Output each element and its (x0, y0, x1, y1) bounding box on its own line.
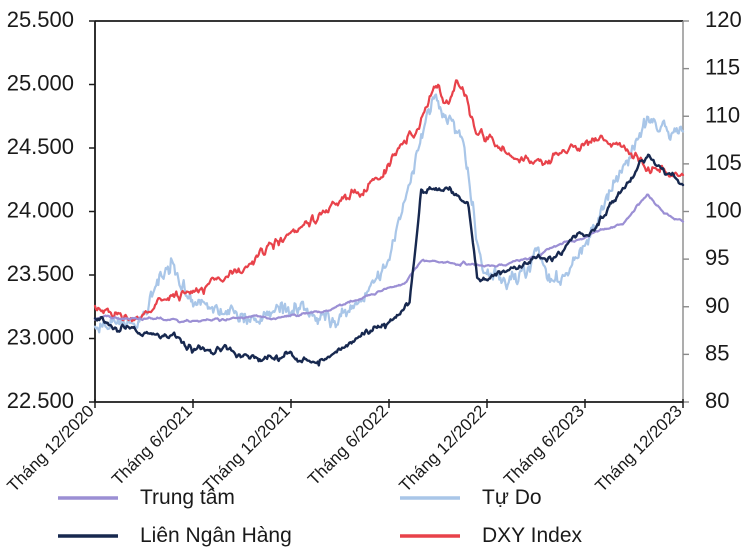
svg-text:Tháng 12/2021: Tháng 12/2021 (200, 401, 294, 495)
svg-text:Tháng 6/2022: Tháng 6/2022 (304, 401, 392, 489)
svg-text:90: 90 (705, 293, 729, 318)
svg-text:25.000: 25.000 (7, 71, 74, 96)
svg-text:115: 115 (705, 55, 740, 80)
svg-text:22.500: 22.500 (7, 388, 74, 413)
svg-text:Trung tâm: Trung tâm (140, 486, 235, 509)
svg-text:Tháng 12/2023: Tháng 12/2023 (592, 401, 686, 495)
svg-text:Liên Ngân Hàng: Liên Ngân Hàng (140, 524, 292, 547)
svg-text:24.000: 24.000 (7, 198, 74, 223)
svg-text:Tháng 6/2023: Tháng 6/2023 (500, 401, 588, 489)
svg-text:95: 95 (705, 245, 729, 270)
svg-text:Tháng 6/2021: Tháng 6/2021 (108, 401, 196, 489)
svg-text:100: 100 (705, 198, 742, 223)
svg-text:85: 85 (705, 340, 729, 365)
svg-text:DXY Index: DXY Index (482, 524, 583, 547)
svg-text:120: 120 (705, 7, 742, 32)
svg-text:Tháng 12/2020: Tháng 12/2020 (4, 401, 98, 495)
svg-text:24.500: 24.500 (7, 134, 74, 159)
svg-text:Tự Do: Tự Do (482, 486, 542, 509)
svg-text:80: 80 (705, 388, 729, 413)
svg-text:23.500: 23.500 (7, 261, 74, 286)
svg-text:Tháng 12/2022: Tháng 12/2022 (396, 401, 490, 495)
svg-text:110: 110 (705, 102, 740, 127)
svg-text:25.500: 25.500 (7, 7, 74, 32)
svg-text:23.000: 23.000 (7, 325, 74, 350)
svg-text:105: 105 (705, 150, 742, 175)
